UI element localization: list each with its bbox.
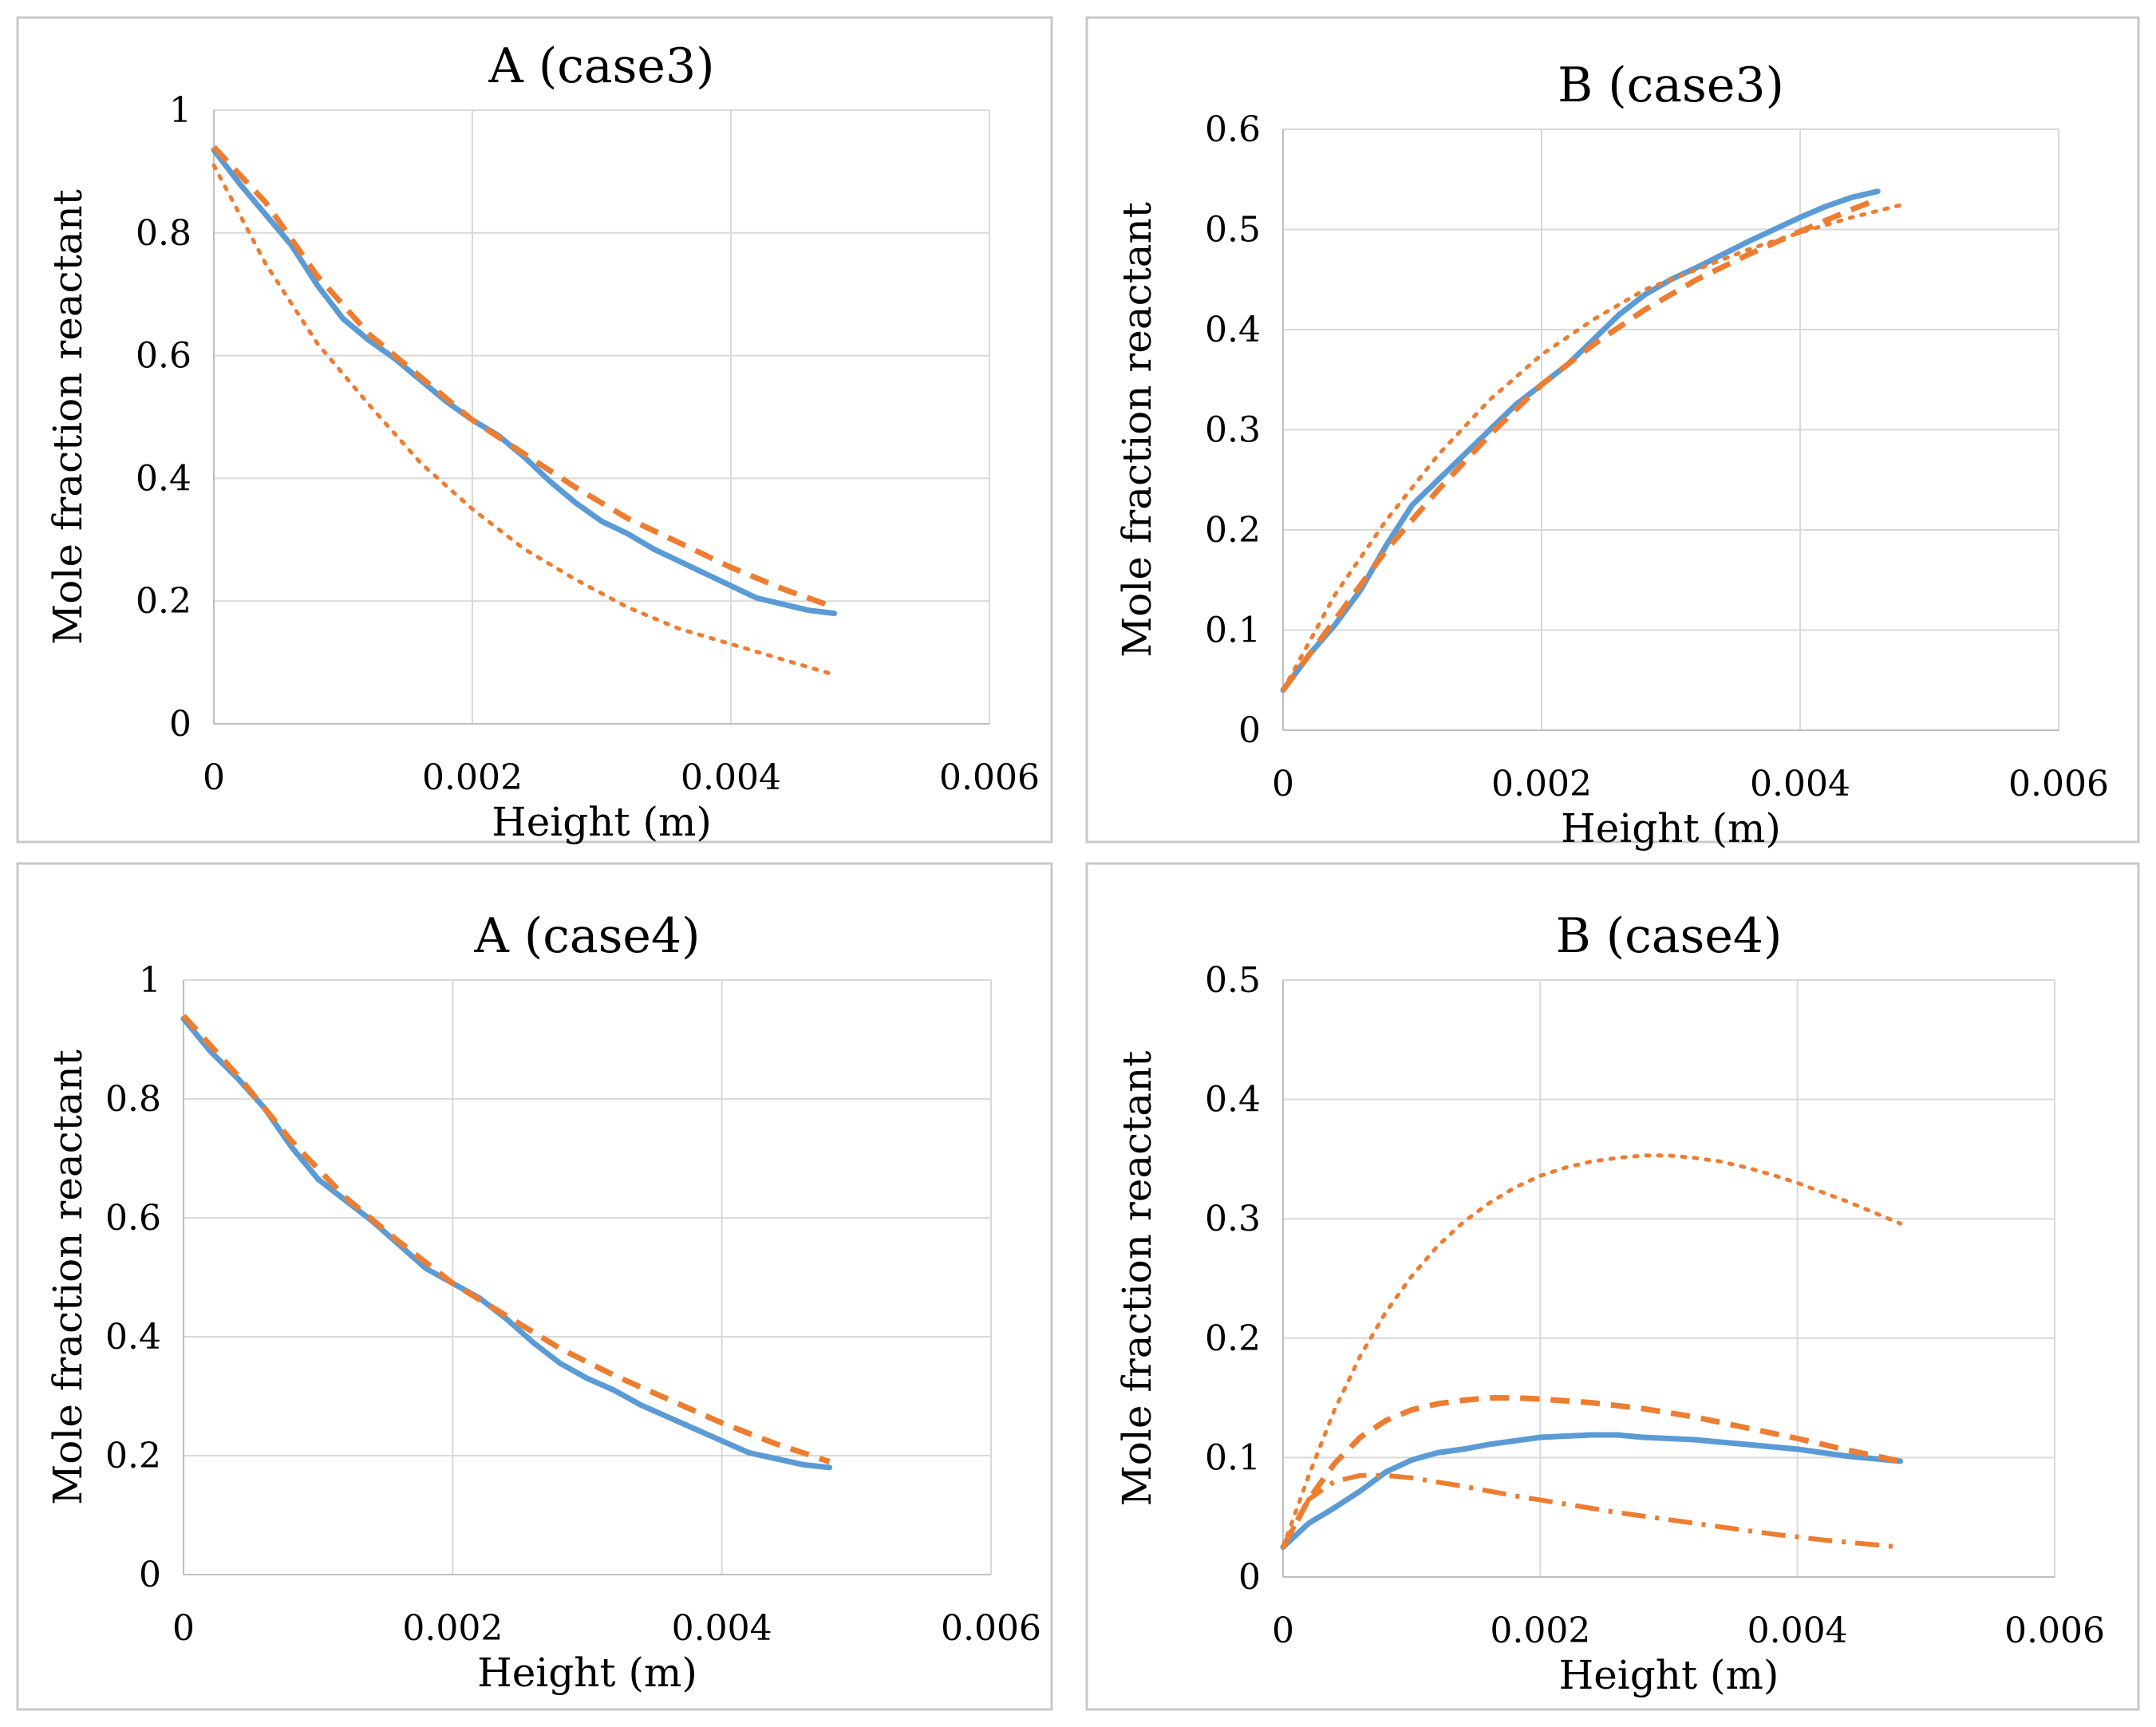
y-tick-label: 0.8: [136, 213, 192, 254]
x-tick-label: 0.002: [422, 757, 523, 798]
y-axis-label: Mole fraction reactant: [45, 1049, 91, 1505]
y-tick-label: 0: [169, 704, 192, 745]
y-axis-label: Mole fraction reactant: [45, 189, 91, 645]
y-tick-label: 0.5: [1205, 210, 1261, 251]
series-line-model-2: [211, 163, 837, 677]
y-tick-label: 0.6: [136, 336, 192, 377]
y-tick-label: 0: [1238, 1557, 1261, 1598]
panel-frame: [1085, 862, 2140, 1711]
x-tick-label: 0.004: [1747, 1610, 1848, 1651]
y-tick-label: 0.1: [1205, 611, 1261, 651]
y-tick-label: 0.4: [105, 1317, 161, 1357]
series-line-model: [211, 144, 835, 611]
y-tick-label: 0.4: [136, 458, 192, 499]
chart-panel-3: 0 0.2 0.4 0.6 0.8 1 0 0.002 0.004 0.006 A (case4) H…: [16, 862, 1053, 1711]
x-tick-label: 0.002: [1490, 1610, 1590, 1651]
x-axis-label: Height (m): [492, 799, 712, 845]
x-axis-label: Height (m): [477, 1650, 697, 1696]
x-tick-label: 0.006: [941, 1608, 1041, 1649]
y-tick-label: 1: [139, 960, 161, 1001]
x-tick-label: 0: [203, 757, 225, 798]
series-line-simulation: [1280, 1432, 1904, 1551]
x-tick-label: 0: [1272, 1610, 1294, 1651]
y-tick-label: 0.2: [1205, 1318, 1261, 1359]
y-tick-label: 0.2: [136, 581, 192, 622]
y-tick-label: 0.2: [105, 1436, 161, 1476]
y-tick-label: 1: [169, 90, 192, 131]
x-tick-label: 0.006: [2008, 764, 2109, 804]
series-line-model: [1281, 196, 1879, 692]
y-tick-label: 0.4: [1205, 1080, 1261, 1120]
series-line-simulation: [180, 1015, 833, 1471]
chart-panel-4: 0 0.1 0.2 0.3 0.4 0.5 0 0.002 0.004 0.006 B (case4…: [1085, 862, 2140, 1711]
y-tick-label: 0.3: [1205, 1199, 1261, 1239]
x-tick-label: 0.004: [681, 757, 781, 798]
x-tick-label: 0.004: [1750, 764, 1850, 804]
chart-panel-1: 0 0.2 0.4 0.6 0.8 1 0 0.002 0.004 0.006 A (case3) H…: [16, 16, 1053, 845]
series-line-model-2: [1281, 1153, 1903, 1550]
panel-frame: [16, 16, 1053, 844]
x-tick-label: 0.004: [672, 1608, 772, 1649]
y-tick-label: 0.5: [1205, 960, 1261, 1001]
series-line-model: [181, 1014, 831, 1464]
series-line-model-2: [1281, 202, 1906, 693]
y-tick-label: 0.6: [105, 1198, 161, 1239]
x-tick-label: 0.002: [1491, 764, 1592, 804]
chart-title: A (case4): [473, 908, 700, 964]
y-tick-label: 0.3: [1205, 410, 1261, 451]
panel-frame: [16, 862, 1053, 1711]
series-line-model: [1280, 1395, 1901, 1549]
x-tick-label: 0: [1272, 764, 1294, 804]
x-tick-label: 0.006: [2004, 1610, 2105, 1651]
chart-title: B (case3): [1558, 57, 1784, 113]
y-tick-label: 0.4: [1205, 310, 1261, 350]
x-tick-label: 0.002: [402, 1608, 503, 1649]
chart-title: B (case4): [1556, 908, 1783, 964]
chart-title: A (case3): [488, 38, 714, 94]
y-tick-label: 0.6: [1205, 109, 1261, 150]
chart-panel-2: 0 0.1 0.2 0.3 0.4 0.5 0.6 0 0.002 0.004 0.006 B (ca…: [1085, 16, 2140, 852]
y-tick-label: 0.8: [105, 1079, 161, 1120]
y-tick-label: 0: [139, 1555, 161, 1595]
x-tick-label: 0: [172, 1608, 195, 1649]
y-tick-label: 0.2: [1205, 510, 1261, 551]
x-tick-label: 0.006: [939, 757, 1040, 798]
y-tick-label: 0.1: [1205, 1437, 1261, 1478]
x-axis-label: Height (m): [1559, 1652, 1779, 1698]
y-axis-label: Mole fraction reactant: [1114, 1051, 1160, 1507]
y-axis-label: Mole fraction reactant: [1114, 202, 1160, 658]
x-axis-label: Height (m): [1561, 805, 1781, 852]
series-line-model-3: [1281, 1472, 1901, 1550]
y-tick-label: 0: [1238, 710, 1261, 751]
